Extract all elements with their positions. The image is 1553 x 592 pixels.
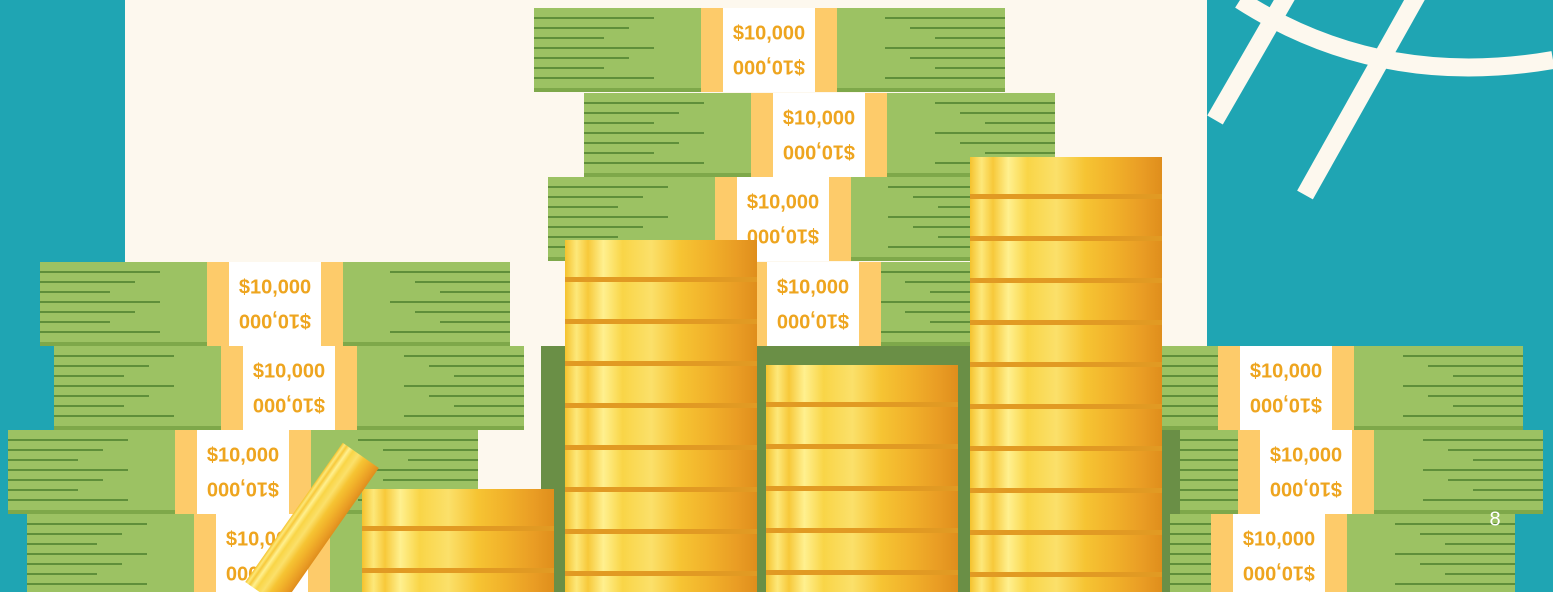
coin [565,240,757,282]
coin [565,282,757,324]
bill-label-flipped: $10,000 [733,56,805,78]
coin [565,408,757,450]
bill-label: $10,000 [253,360,325,382]
coin-edge [970,530,1162,535]
coin [565,324,757,366]
bill-label: $10,000 [777,276,849,298]
bill: $10,000 $10,000 [1180,430,1543,514]
band-label [1260,430,1352,514]
bill-label: $10,000 [1270,444,1342,466]
coin-edge [970,572,1162,577]
coin [970,535,1162,577]
band-label [723,8,815,92]
coin [565,492,757,534]
band-label [243,346,335,430]
coin-edge [766,402,958,407]
bill: $10,000 $10,000 [40,262,510,346]
coin-edge [970,236,1162,241]
coin-edge [970,404,1162,409]
coin [565,450,757,492]
coin [970,577,1162,592]
coin-edge [565,319,757,324]
bill-label: $10,000 [733,22,805,44]
coin [970,241,1162,283]
bill-label: $10,000 [1250,360,1322,382]
coin-stack [565,240,757,592]
coin-edge [362,526,554,531]
coin-edge [970,446,1162,451]
coin-edge [970,488,1162,493]
bill-label-flipped: $10,000 [783,141,855,163]
band-label [197,430,289,514]
coin [970,199,1162,241]
coin-edge [766,486,958,491]
coin-edge [565,529,757,534]
bill-label-flipped: $10,000 [207,478,279,500]
bill-label: $10,000 [1243,528,1315,550]
coin [766,449,958,491]
coin [970,493,1162,535]
slide: $10,000$10,000$10,000$10,000$10,000$10,0… [0,0,1553,592]
bill-label-flipped: $10,000 [239,310,311,332]
coin-edge [565,277,757,282]
bill-label-flipped: $10,000 [253,394,325,416]
coin-edge [565,487,757,492]
bill: $10,000 $10,000 [1170,514,1515,592]
coin-stack [362,489,554,592]
band-label [767,262,859,346]
coin [565,576,757,592]
coin-edge [362,568,554,573]
coin-edge [565,571,757,576]
band-label [1240,346,1332,430]
coin-stack [970,157,1162,592]
page-number: 8 [1489,508,1500,530]
coin [565,366,757,408]
coin [766,365,958,407]
band-label [229,262,321,346]
bill: $10,000 $10,000 [1160,346,1523,430]
coin-edge [766,570,958,575]
coin [766,491,958,533]
bill-label-flipped: $10,000 [1243,562,1315,584]
bill-label: $10,000 [783,107,855,129]
coin-edge [565,361,757,366]
coin [970,451,1162,493]
coin-edge [565,445,757,450]
bill-label-flipped: $10,000 [1250,394,1322,416]
coin-edge [565,403,757,408]
coin-edge [766,528,958,533]
coin [970,409,1162,451]
coin-stack [766,365,958,592]
bill-label: $10,000 [747,191,819,213]
coin-edge [970,362,1162,367]
page: $10,000$10,000$10,000$10,000$10,000$10,0… [0,0,1553,592]
coin-edge [970,320,1162,325]
bill-label-flipped: $10,000 [777,310,849,332]
coin [362,573,554,592]
bill-label: $10,000 [239,276,311,298]
bill: $10,000 $10,000 [534,8,1005,92]
coin [362,489,554,531]
coin-edge [970,194,1162,199]
coin-edge [970,278,1162,283]
band-label [773,93,865,177]
coin [766,575,958,592]
coin [970,367,1162,409]
coin [766,533,958,575]
coin [970,283,1162,325]
coin [565,534,757,576]
bill-label-flipped: $10,000 [747,225,819,247]
coin [362,531,554,573]
bill-label: $10,000 [207,444,279,466]
bill: $10,000 $10,000 [54,346,524,430]
bill-label-flipped: $10,000 [1270,478,1342,500]
coin-edge [766,444,958,449]
coin [970,157,1162,199]
coin [766,407,958,449]
coin [970,325,1162,367]
